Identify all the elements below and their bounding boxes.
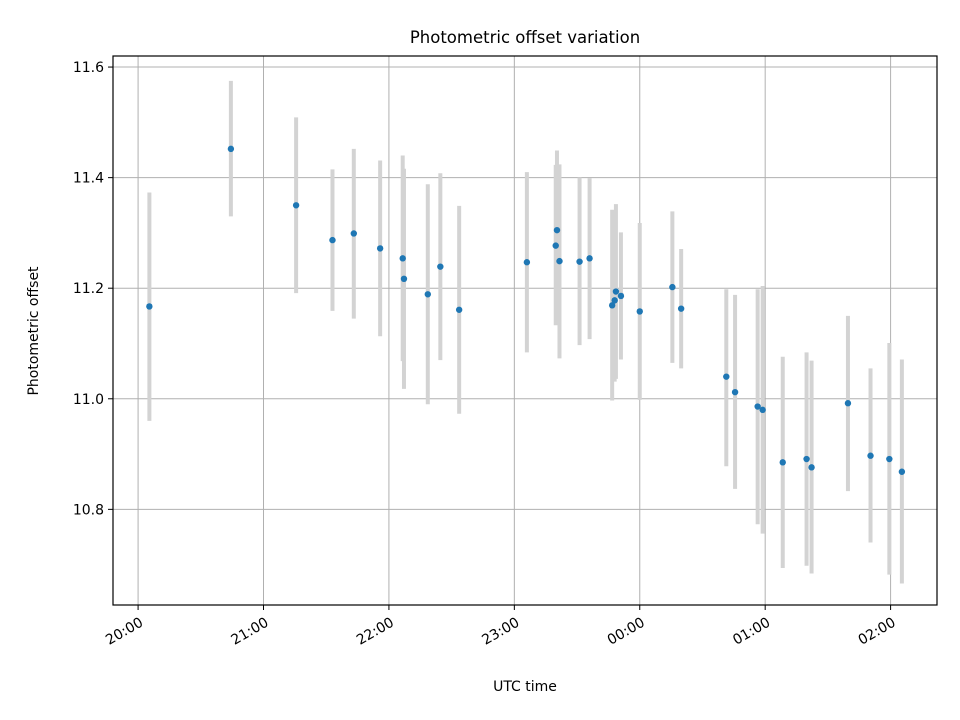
x-tick-label: 23:00 xyxy=(479,615,522,649)
error-bar-layer xyxy=(147,80,904,584)
x-axis-label: UTC time xyxy=(493,679,557,695)
data-point xyxy=(552,242,559,249)
x-tick-label: 20:00 xyxy=(103,615,146,649)
data-point xyxy=(754,403,761,410)
data-point xyxy=(424,291,432,298)
x-tick-label: 00:00 xyxy=(605,615,648,649)
data-point xyxy=(376,245,384,252)
y-tick-label: 11.2 xyxy=(73,281,104,297)
data-point xyxy=(669,283,676,291)
data-point xyxy=(731,388,739,396)
data-point xyxy=(400,275,408,283)
data-point xyxy=(759,406,766,414)
data-point xyxy=(808,464,815,471)
data-point xyxy=(556,257,563,265)
x-tick-label: 02:00 xyxy=(856,615,899,649)
data-point xyxy=(636,308,643,315)
data-point xyxy=(329,236,336,244)
y-tick-label: 11.4 xyxy=(73,171,104,187)
data-point xyxy=(437,263,444,270)
data-point xyxy=(227,145,235,153)
x-tick-label: 22:00 xyxy=(354,615,397,649)
chart-title: Photometric offset variation xyxy=(410,28,640,47)
data-point xyxy=(898,468,906,475)
data-point xyxy=(844,400,852,407)
data-point xyxy=(399,255,406,262)
data-point xyxy=(350,230,358,237)
data-point xyxy=(608,302,616,309)
plot-frame xyxy=(112,55,938,606)
data-point xyxy=(803,455,810,463)
x-tick-label: 01:00 xyxy=(730,615,773,649)
data-point xyxy=(576,258,583,265)
data-point xyxy=(292,202,300,209)
data-point xyxy=(867,452,874,459)
data-point xyxy=(617,292,625,300)
data-point xyxy=(723,373,730,380)
data-point xyxy=(553,226,561,234)
y-axis-label: Photometric offset xyxy=(26,266,42,396)
data-point xyxy=(455,306,463,313)
y-tick-label: 11.0 xyxy=(73,392,104,408)
y-tick-label: 11.6 xyxy=(73,60,104,76)
data-point xyxy=(523,259,531,266)
data-point xyxy=(611,297,618,304)
data-point xyxy=(586,255,593,262)
tick-layer: 20:00 21:00 22:00 23:00 00:00 01:00 02:00 10.8 1… xyxy=(73,60,899,649)
data-point xyxy=(677,305,685,312)
x-tick-label: 21:00 xyxy=(229,615,272,649)
data-point xyxy=(886,455,893,463)
y-tick-label: 10.8 xyxy=(73,502,104,518)
data-point-layer xyxy=(146,145,906,475)
data-point xyxy=(612,288,620,295)
data-point xyxy=(779,459,786,466)
data-point xyxy=(146,303,153,310)
